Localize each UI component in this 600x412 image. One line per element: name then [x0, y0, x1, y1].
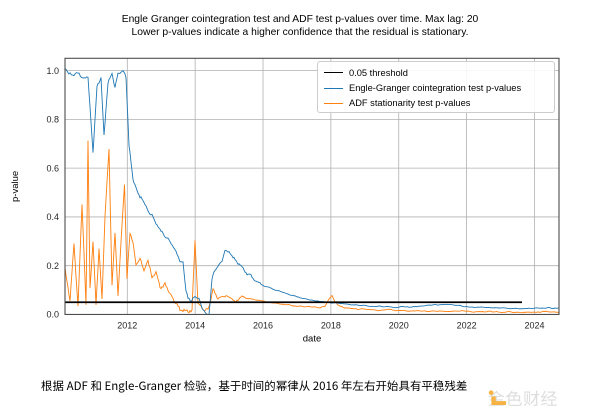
svg-text:2018: 2018	[321, 320, 341, 330]
svg-text:2012: 2012	[117, 320, 137, 330]
svg-text:p-value: p-value	[10, 171, 21, 202]
svg-text:2016: 2016	[253, 320, 273, 330]
svg-text:2024: 2024	[524, 320, 544, 330]
svg-text:date: date	[303, 333, 322, 344]
svg-text:0.0: 0.0	[46, 310, 59, 320]
svg-text:2022: 2022	[457, 320, 477, 330]
svg-text:2020: 2020	[389, 320, 409, 330]
svg-text:0.2: 0.2	[46, 261, 59, 271]
svg-text:2014: 2014	[185, 320, 205, 330]
svg-text:0.4: 0.4	[46, 212, 59, 222]
svg-text:1.0: 1.0	[46, 66, 59, 76]
svg-text:0.8: 0.8	[46, 115, 59, 125]
svg-text:0.6: 0.6	[46, 163, 59, 173]
